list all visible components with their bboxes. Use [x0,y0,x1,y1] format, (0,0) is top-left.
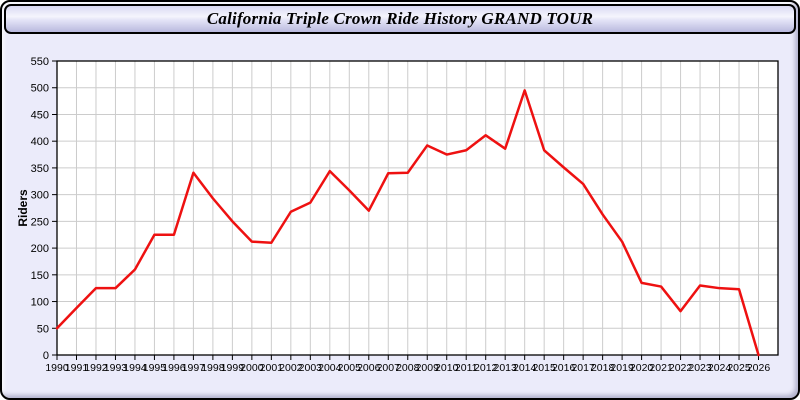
x-tick-label: 2006 [357,362,381,374]
x-tick-label: 1994 [123,362,147,374]
x-tick-label: 1996 [162,362,186,374]
y-tick-label: 0 [43,350,49,362]
x-tick-label: 1990 [45,362,69,374]
x-tick-label: 2010 [435,362,459,374]
x-tick-label: 1999 [221,362,245,374]
x-tick-label: 1998 [201,362,225,374]
plot-border [56,60,779,356]
x-tick-label: 2016 [552,362,576,374]
x-tick-label: 2025 [727,362,751,374]
page-title: California Triple Crown Ride History GRA… [206,9,594,28]
y-tick-label: 50 [37,323,49,335]
ride-history-line [55,89,760,357]
x-tick-label: 2011 [455,362,478,374]
x-tick-label: 2015 [532,362,556,374]
x-tick-label: 1991 [65,362,89,374]
x-tick-label: 2004 [318,362,342,374]
x-tick-label: 2008 [396,362,420,374]
x-tick-label: 2003 [299,362,323,374]
plot-area [57,61,778,355]
x-tick-label: 2018 [591,362,615,374]
y-tick-label: 500 [31,83,49,95]
y-tick-label: 450 [31,109,49,121]
x-tick-label: 2019 [610,362,634,374]
x-tick-label: 2005 [338,362,362,374]
x-tick-label: 2007 [377,362,401,374]
y-tick-label: 150 [31,270,49,282]
y-tick-label: 350 [31,163,49,175]
y-tick-label: 100 [31,297,49,309]
x-tick-label: 2023 [688,362,712,374]
x-tick-label: 2013 [494,362,518,374]
x-tick-label: 2002 [279,362,303,374]
x-tick-label: 2012 [474,362,498,374]
y-tick-label: 400 [31,136,49,148]
x-tick-label: 2001 [260,362,284,374]
x-tick-label: 2020 [630,362,654,374]
y-tick-label: 200 [31,243,49,255]
x-tick-label: 2017 [571,362,595,374]
y-axis-title: Riders [16,189,30,227]
x-tick-label: 1995 [143,362,167,374]
y-tick-label: 300 [31,190,49,202]
x-tick-label: 1997 [182,362,206,374]
x-tick-label: 2014 [513,362,537,374]
x-tick-label: 2000 [240,362,264,374]
x-tick-label: 2022 [669,362,693,374]
title-bar: California Triple Crown Ride History GRA… [4,4,796,34]
x-tick-label: 2024 [708,362,732,374]
x-tick-label: 1993 [104,362,128,374]
x-tick-label: 2009 [416,362,440,374]
y-tick-label: 550 [31,56,49,68]
x-tick-label: 2021 [649,362,673,374]
x-tick-label: 1992 [84,362,108,374]
y-tick-label: 250 [31,216,49,228]
x-tick-label: 2026 [747,362,771,374]
